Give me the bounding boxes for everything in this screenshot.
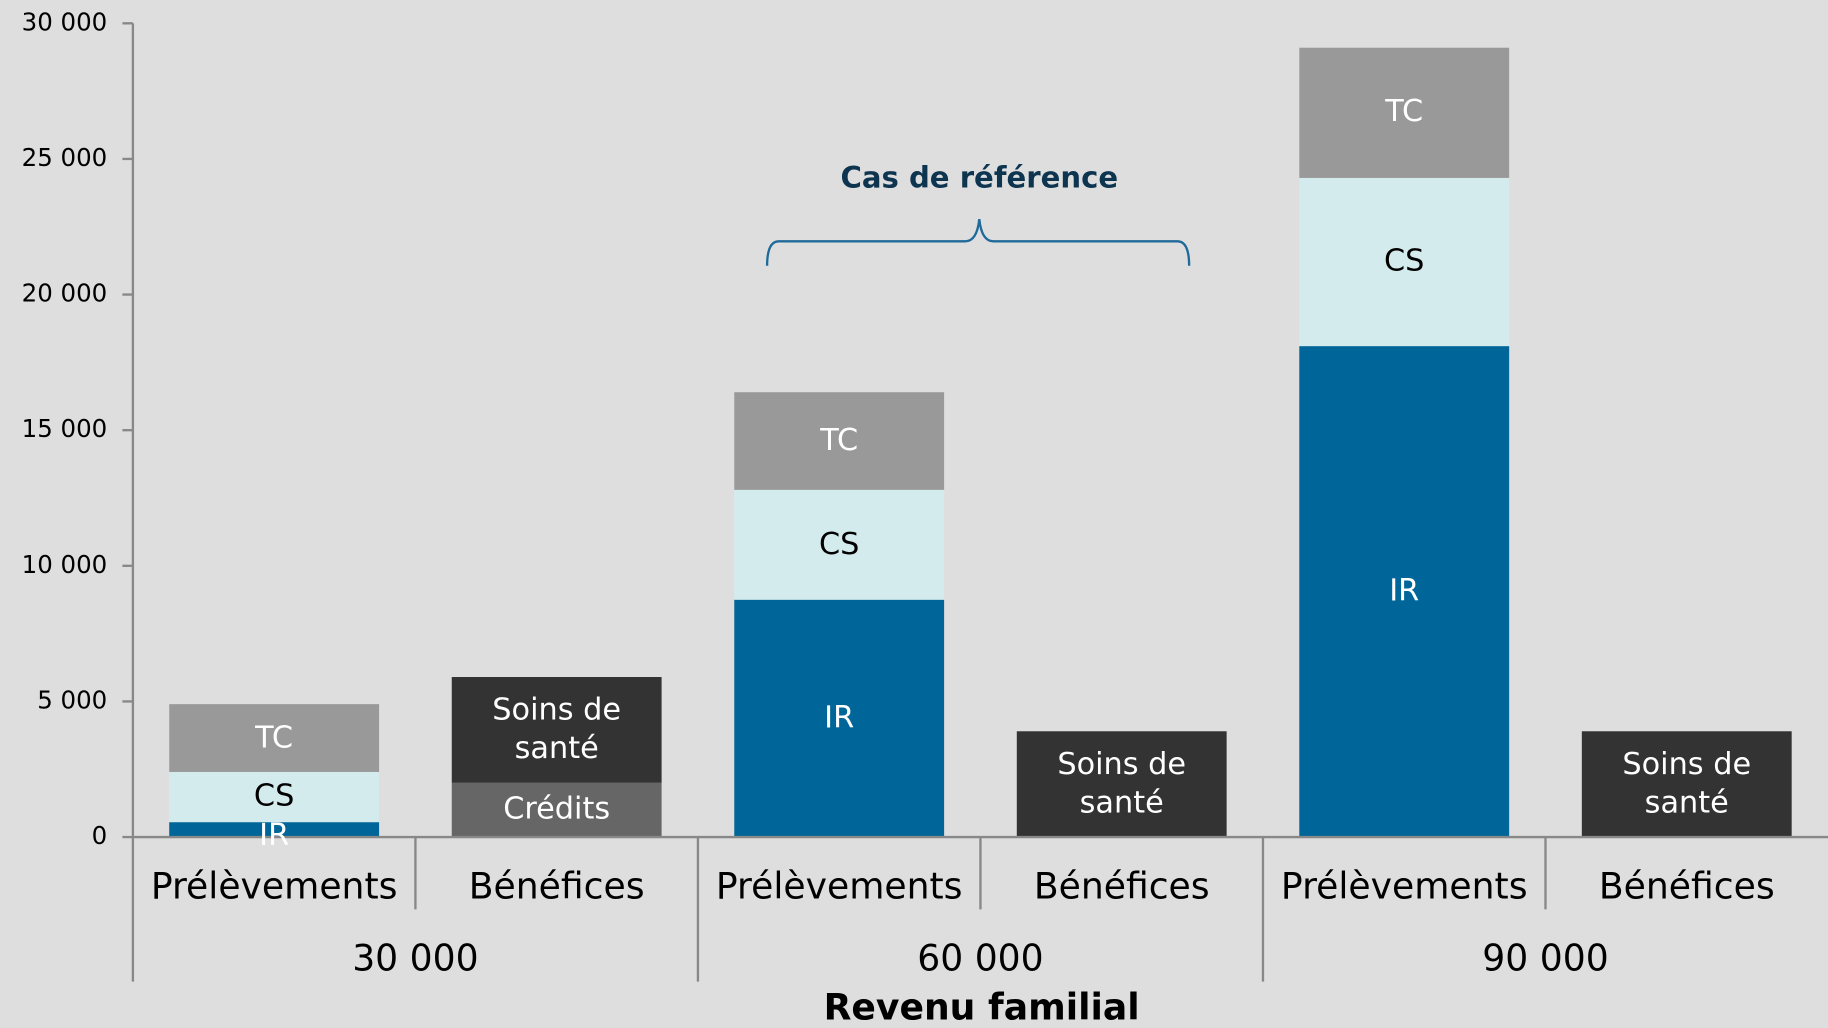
bar-segment [169,704,380,772]
y-tick-label: 25 000 [22,143,108,172]
y-tick-label: 20 000 [22,279,108,308]
annotation: Cas de référence [840,161,1118,195]
bar-segment [734,599,945,838]
x-tick-label: Bénéfices [1034,864,1210,907]
x-tick-label: Prélèvements [1281,864,1528,907]
bar-segment [451,782,662,838]
bar-segment [734,392,945,490]
x-tick-label: Bénéfices [1599,864,1775,907]
bar-segment [1299,47,1510,178]
bar-segment [169,822,380,838]
annotation-brace [765,219,1191,266]
bar-segment [734,489,945,600]
bar-segment [451,677,662,783]
y-tick-label: 0 [92,821,108,850]
group-label: 60 000 [917,937,1043,980]
x-tick-label: Bénéfices [469,864,645,907]
group-label: 90 000 [1482,937,1608,980]
x-tick-label: Prélèvements [151,864,398,907]
x-axis-title: Revenu familial [824,986,1140,1028]
x-tick-label: Prélèvements [716,864,963,907]
bar-segment [169,771,380,823]
bar-segment [1016,731,1227,838]
bar-segment [1581,731,1792,838]
group-label: 30 000 [352,937,478,980]
y-tick-label: 30 000 [22,7,108,36]
y-tick-label: 15 000 [22,414,108,443]
bar-segment [1299,346,1510,838]
y-tick-label: 5 000 [37,685,107,714]
y-tick-label: 10 000 [22,550,108,579]
bar-segment [1299,177,1510,347]
